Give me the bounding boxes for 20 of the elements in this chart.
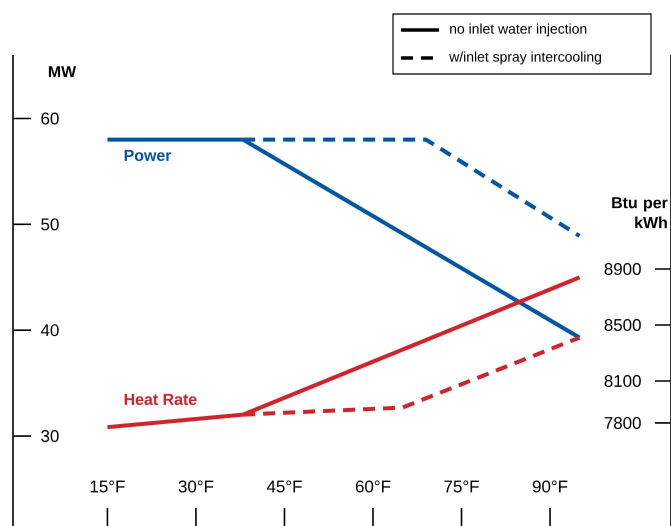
y2-tick-label: 8100 bbox=[604, 374, 641, 387]
y2-axis-title: Btu per kWh bbox=[612, 197, 668, 228]
y-tick-label: 50 bbox=[41, 218, 59, 230]
y-tick-label: 40 bbox=[40, 324, 59, 336]
x-tick-label: 15°F bbox=[90, 480, 125, 492]
y-axis-title: MW bbox=[48, 66, 76, 78]
text: no inlet water injection bbox=[450, 23, 586, 36]
x-tick-label: 90°F bbox=[532, 480, 568, 492]
x-tick-label: 30°F bbox=[178, 480, 214, 492]
x-tick-label: 60°F bbox=[356, 480, 390, 492]
y-tick-label: 60 bbox=[41, 112, 59, 125]
x-tick-label: 75°F bbox=[444, 480, 479, 492]
y-tick-label: 30 bbox=[41, 430, 59, 442]
x-tick-label: 45°F bbox=[266, 480, 302, 492]
series-label: Heat Rate bbox=[124, 394, 197, 405]
y2-tick-label: 7800 bbox=[604, 416, 641, 429]
annotation: w/inlet spray intercooling bbox=[449, 51, 601, 64]
y2-tick-label: 8500 bbox=[604, 319, 641, 331]
series-label: Power bbox=[124, 150, 172, 161]
y2-tick-label: 8900 bbox=[604, 263, 641, 276]
